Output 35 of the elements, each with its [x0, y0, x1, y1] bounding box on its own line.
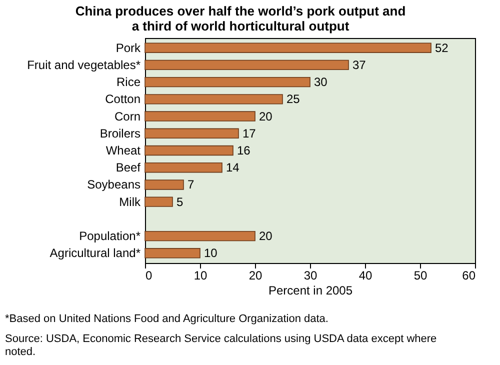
- data-label: 25: [286, 92, 300, 106]
- data-label: 52: [435, 40, 449, 55]
- chart-title: China produces over half the world’s pork output and a third of world horticultural output: [75, 4, 406, 34]
- y-tick-label: Wheat: [106, 144, 142, 158]
- data-label: 14: [226, 160, 240, 175]
- y-tick-label: Broilers: [100, 126, 140, 140]
- data-label: 10: [204, 246, 218, 260]
- y-tick-label: Soybeans: [87, 178, 140, 192]
- y-tick-label: Population*: [79, 229, 141, 244]
- data-label: 30: [314, 75, 328, 90]
- data-label: 16: [237, 144, 251, 158]
- x-tick-label: 50: [414, 268, 428, 282]
- x-axis-title: Percent in 2005: [268, 284, 353, 298]
- y-tick-label: Milk: [119, 194, 142, 209]
- x-tick-label: 30: [304, 268, 318, 282]
- y-tick-label: Cotton: [105, 92, 140, 106]
- y-tick-label: Beef: [116, 160, 142, 175]
- data-label: 17: [242, 126, 256, 140]
- y-tick-label: Fruit and vegetables*: [27, 58, 141, 72]
- x-tick-label: 10: [194, 268, 208, 282]
- data-label: 20: [259, 109, 273, 124]
- y-tick-label: Corn: [114, 109, 140, 124]
- data-label: 37: [352, 58, 366, 72]
- x-tick-label: 40: [358, 268, 372, 282]
- data-label: 20: [259, 229, 273, 244]
- y-tick-label: Pork: [116, 40, 142, 55]
- data-label: 5: [176, 194, 184, 209]
- y-tick-label: Agricultural land*: [50, 246, 141, 260]
- x-tick-label: 20: [248, 268, 262, 282]
- source-note: Source: USDA, Economic Research Service calculations using USDA data except where noted.: [5, 333, 437, 358]
- y-tick-label: Rice: [116, 75, 141, 90]
- x-tick-label: 60: [462, 268, 476, 282]
- x-tick-label: 0: [146, 268, 152, 282]
- data-label: 7: [188, 178, 194, 192]
- text: *Based on United Nations Food and Agriculture Organization data.: [5, 313, 328, 325]
